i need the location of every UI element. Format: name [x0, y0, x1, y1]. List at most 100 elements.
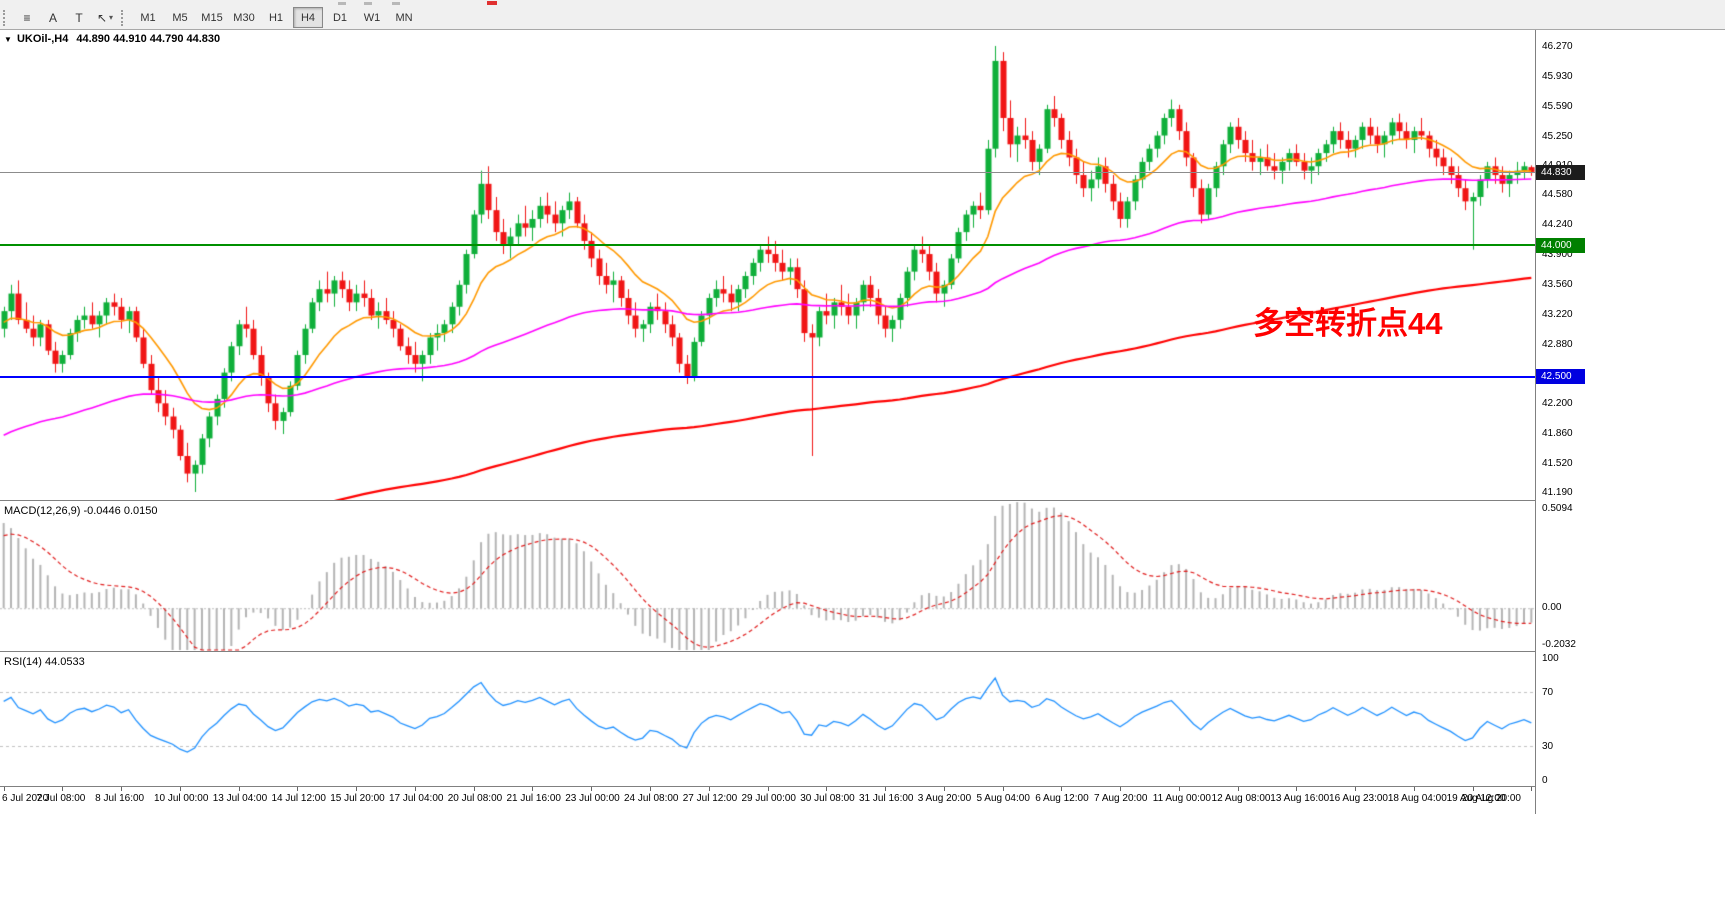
time-tick	[62, 787, 63, 791]
axis-price-label: 45.250	[1542, 130, 1573, 142]
time-label: 8 Jul 16:00	[95, 793, 145, 804]
time-label: 16 Aug 23:00	[1329, 793, 1388, 804]
time-tick	[1003, 787, 1004, 791]
timeframe-button-h1[interactable]: H1	[268, 11, 284, 24]
time-label: 7 Aug 20:00	[1094, 793, 1148, 804]
time-tick	[1296, 787, 1297, 791]
horizontal-line-44[interactable]	[0, 244, 1535, 247]
horizontal-line-42.5[interactable]	[0, 375, 1535, 378]
time-tick	[944, 787, 945, 791]
main-toolbar: ≡ A T ↖ ▾ M1 M5 M15 M30 H1 H4 D1 W1 MN	[0, 6, 1725, 30]
time-tick	[415, 787, 416, 791]
time-tick	[885, 787, 886, 791]
toolbar-grip[interactable]	[3, 9, 9, 26]
rsi-axis-label: 0	[1542, 775, 1548, 786]
text-annotation-tool[interactable]: A	[48, 10, 57, 25]
time-tick	[4, 787, 5, 791]
ohlc-values: 44.890 44.910 44.790 44.830	[76, 33, 221, 45]
timeframe-button-m30[interactable]: M30	[233, 11, 255, 24]
pointer-tool[interactable]: ↖ ▾	[96, 10, 114, 25]
rsi-pane[interactable]: RSI(14) 44.0533	[0, 651, 1535, 787]
timeframe-button-w1[interactable]: W1	[363, 11, 381, 24]
time-tick	[532, 787, 533, 791]
cropped-red-icon	[487, 1, 497, 5]
price-axis[interactable]: 46.27045.93045.59045.25044.91044.58044.2…	[1535, 30, 1725, 814]
time-label: 10 Jul 00:00	[153, 793, 209, 804]
time-tick	[1061, 787, 1062, 791]
time-label: 17 Jul 04:00	[388, 793, 444, 804]
timeframe-button-m15[interactable]: M15	[201, 11, 223, 24]
time-tick	[1414, 787, 1415, 791]
time-tick	[709, 787, 710, 791]
macd-axis-max: 0.5094	[1542, 503, 1573, 514]
time-label: 5 Aug 04:00	[976, 793, 1030, 804]
time-tick	[1531, 787, 1532, 791]
time-tick	[768, 787, 769, 791]
horizontal-line-44.83[interactable]	[0, 171, 1535, 173]
type-tool[interactable]: T	[75, 10, 83, 25]
axis-price-label: 42.880	[1542, 338, 1573, 350]
timeframe-button-d1[interactable]: D1	[332, 11, 348, 24]
time-label: 18 Aug 04:00	[1387, 793, 1447, 804]
time-label: 31 Jul 16:00	[859, 793, 914, 804]
time-label: 20 Aug 20:00	[1462, 793, 1521, 804]
cropped-icon	[364, 2, 372, 5]
price-tag-42.500: 42.500	[1536, 369, 1585, 385]
chart-title: ▼ UKOil-,H4 44.890 44.910 44.790 44.830	[4, 33, 220, 45]
time-tick	[1179, 787, 1180, 791]
axis-price-label: 45.930	[1542, 70, 1573, 82]
time-axis[interactable]: 6 Jul 2020 7 Jul 08:00 8 Jul 16:00 10 Jul 0…	[0, 786, 1535, 814]
time-label: 23 Jul 00:00	[565, 793, 620, 804]
axis-price-label: 43.560	[1542, 278, 1573, 290]
time-label: 12 Aug 08:00	[1211, 793, 1271, 804]
time-label: 27 Jul 12:00	[682, 793, 738, 804]
axis-price-label: 43.900	[1542, 249, 1573, 261]
macd-label: MACD(12,26,9) -0.0446 0.0150	[4, 505, 158, 517]
axis-price-label: 46.270	[1542, 40, 1573, 52]
timeframe-toolbar-grip[interactable]	[121, 9, 127, 26]
axis-price-label: 42.200	[1542, 398, 1573, 410]
axis-price-label: 44.240	[1542, 219, 1573, 231]
time-tick	[650, 787, 651, 791]
timeframe-button-mn[interactable]: MN	[395, 11, 413, 24]
symbol-timeframe-label: UKOil-,H4	[16, 33, 69, 45]
rsi-canvas[interactable]	[0, 652, 1535, 786]
macd-canvas[interactable]	[0, 501, 1535, 651]
time-tick	[356, 787, 357, 791]
time-label: 6 Jul 2020	[2, 793, 49, 804]
timeframe-button-m5[interactable]: M5	[172, 11, 188, 24]
time-tick	[1473, 787, 1474, 791]
time-label: 20 Jul 08:00	[447, 793, 503, 804]
collapse-triangle-icon[interactable]: ▼	[4, 35, 12, 44]
axis-price-label: 44.580	[1542, 189, 1573, 201]
axis-price-label: 43.220	[1542, 308, 1573, 320]
axis-price-label: 41.860	[1542, 428, 1573, 440]
cropped-icon	[392, 2, 400, 5]
timeframe-button-h4[interactable]: H4	[293, 7, 323, 28]
dropdown-caret-icon: ▾	[109, 13, 114, 22]
drawing-tool-buttons: ≡ A T ↖ ▾	[14, 7, 118, 28]
chart-area: ▼ UKOil-,H4 44.890 44.910 44.790 44.830 …	[0, 30, 1725, 897]
macd-pane[interactable]: MACD(12,26,9) -0.0446 0.0150	[0, 500, 1535, 652]
axis-price-label: 41.520	[1542, 458, 1573, 470]
rsi-label: RSI(14) 44.0533	[4, 656, 85, 668]
time-label: 30 Jul 08:00	[800, 793, 855, 804]
time-tick	[1120, 787, 1121, 791]
price-chart-canvas[interactable]	[0, 30, 1535, 500]
time-tick	[1238, 787, 1239, 791]
time-label: 13 Jul 04:00	[212, 793, 268, 804]
time-label: 24 Jul 08:00	[623, 793, 679, 804]
time-tick	[297, 787, 298, 791]
price-pane[interactable]: ▼ UKOil-,H4 44.890 44.910 44.790 44.830 …	[0, 30, 1535, 500]
time-label: 11 Aug 00:00	[1152, 793, 1211, 804]
price-tag-44.830: 44.830	[1536, 164, 1585, 180]
timeframe-button-m1[interactable]: M1	[140, 11, 156, 24]
chart-annotation-text[interactable]: 多空转折点44	[1253, 306, 1443, 341]
axis-price-label: 45.590	[1542, 100, 1573, 112]
time-tick	[121, 787, 122, 791]
macd-axis-zero: 0.00	[1542, 602, 1562, 614]
chart-windows-icon[interactable]: ≡	[23, 10, 31, 25]
price-tag-44.000: 44.000	[1536, 237, 1585, 253]
rsi-axis-label: 30	[1542, 740, 1554, 752]
time-label: 7 Jul 08:00	[36, 793, 86, 804]
